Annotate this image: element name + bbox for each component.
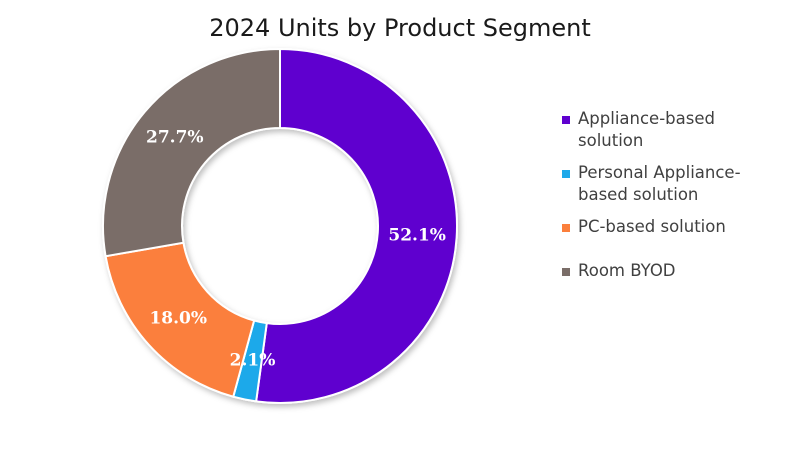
legend-swatch xyxy=(562,224,570,232)
legend-label-line: Room BYOD xyxy=(578,261,676,280)
legend-label-line: based solution xyxy=(578,185,699,204)
legend-swatch xyxy=(562,268,570,276)
legend-item-room-byod: Room BYOD xyxy=(562,260,792,282)
data-label-pc-based-solution: 18.0% xyxy=(149,308,207,328)
legend-swatch xyxy=(562,170,570,178)
legend-label-line: solution xyxy=(578,131,644,150)
legend-item-pc-based-solution: PC-based solution xyxy=(562,216,792,238)
legend-label: Appliance-based solution xyxy=(578,108,715,152)
legend-label: Room BYOD xyxy=(578,260,676,282)
legend-label-line: Personal Appliance- xyxy=(578,163,741,182)
legend-item-personal-appliance-based-solution: Personal Appliance-based solution xyxy=(562,162,792,206)
chart-title: 2024 Units by Product Segment xyxy=(209,14,591,42)
legend-item-appliance-based-solution: Appliance-based solution xyxy=(562,108,792,152)
legend-label: PC-based solution xyxy=(578,216,726,238)
legend-swatch xyxy=(562,116,570,124)
legend: Appliance-based solution Personal Applianc… xyxy=(562,108,792,282)
slice-pc-based-solution xyxy=(104,241,256,398)
slice-room-byod xyxy=(102,47,281,258)
slice-appliance-based-solution xyxy=(255,47,458,404)
legend-label-line: Appliance-based xyxy=(578,109,715,128)
data-label-room-byod: 27.7% xyxy=(146,127,204,147)
legend-label-line: PC-based solution xyxy=(578,217,726,236)
data-label-personal-appliance-based-solution: 2.1% xyxy=(230,351,276,371)
legend-label: Personal Appliance-based solution xyxy=(578,162,741,206)
data-label-appliance-based-solution: 52.1% xyxy=(388,225,446,245)
